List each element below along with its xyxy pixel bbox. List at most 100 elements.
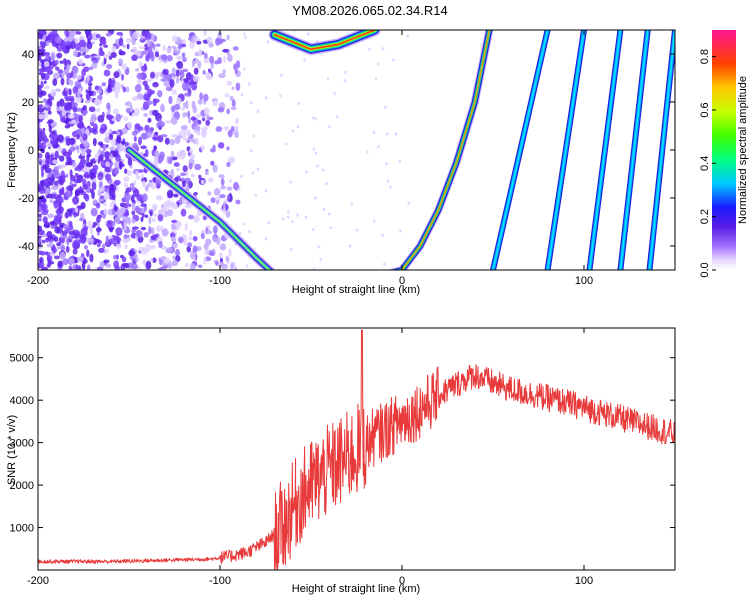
noise-blob [117,58,124,65]
noise-blob [87,220,93,230]
noise-dot [333,92,336,96]
noise-blob [147,117,152,123]
noise-blob [82,184,88,190]
noise-blob [148,216,152,225]
noise-blob [124,101,132,107]
noise-blob [202,93,209,102]
noise-blob [175,47,180,51]
noise-blob [156,195,163,201]
noise-blob [131,54,138,62]
spectrogram-y-tick-label: 20 [22,97,34,109]
noise-blob [85,89,89,94]
noise-blob [77,122,85,129]
noise-blob [152,136,159,141]
noise-blob [182,57,187,63]
noise-blob [59,178,64,186]
noise-blob [169,138,176,146]
noise-blob [80,46,84,55]
noise-blob [195,114,202,119]
noise-blob [218,73,226,79]
noise-blob [175,255,181,262]
noise-blob [219,38,227,43]
noise-blob [212,236,217,243]
noise-dot [238,231,242,235]
noise-blob [178,131,182,137]
noise-blob [41,239,46,244]
noise-blob [140,145,147,150]
noise-blob [115,113,122,123]
noise-blob [76,91,81,98]
noise-blob [217,142,225,149]
noise-blob [78,114,84,122]
noise-blob [70,71,74,78]
noise-dot [252,134,255,138]
noise-blob [145,260,152,270]
noise-blob [83,109,88,115]
noise-blob [134,123,141,130]
noise-blob [92,199,98,205]
noise-blob [207,116,214,121]
noise-blob [204,249,211,255]
noise-blob [83,225,89,232]
noise-blob [69,169,73,178]
noise-blob [88,82,93,87]
noise-blob [110,79,116,88]
noise-blob [186,245,192,253]
noise-blob [207,68,212,73]
noise-dot [321,168,325,172]
noise-blob [90,117,96,123]
noise-blob [121,63,127,71]
noise-blob [185,170,189,177]
noise-blob [181,149,186,158]
noise-blob [228,179,233,183]
noise-blob [171,89,177,95]
noise-blob [113,167,120,175]
noise-blob [94,153,99,162]
noise-blob [224,93,230,98]
noise-blob [178,237,184,244]
colorbar-tick-label: 0.0 [699,262,711,277]
noise-blob [144,214,149,218]
noise-blob [189,263,196,270]
noise-blob [62,58,67,66]
noise-blob [39,180,44,187]
noise-blob [40,203,48,211]
noise-blob [175,249,180,257]
noise-blob [222,207,226,215]
snr-ylabel: SNR (10 * v/v) [6,415,18,485]
noise-blob [86,264,91,270]
noise-blob [212,225,218,234]
noise-blob [82,140,89,148]
noise-blob [189,153,196,160]
noise-blob [185,137,189,142]
noise-blob [171,67,176,74]
noise-dot [327,212,331,216]
noise-blob [193,125,201,131]
noise-blob [119,213,123,219]
noise-blob [72,248,78,255]
noise-blob [56,52,63,59]
curved-band [399,30,491,270]
noise-blob [181,82,188,90]
noise-blob [168,156,173,165]
noise-dot [244,35,247,40]
noise-blob [109,227,114,233]
noise-blob [149,244,156,250]
noise-blob [141,50,148,55]
noise-blob [193,215,200,223]
spectrogram-y-tick-label: 40 [22,49,34,61]
noise-blob [191,60,195,68]
noise-blob [198,48,203,57]
noise-blob [199,92,203,101]
noise-blob [93,98,101,107]
noise-blob [106,102,111,110]
noise-blob [38,72,42,76]
noise-blob [74,189,81,197]
colorbar-tick-label: 0.4 [699,156,711,171]
noise-blob [170,200,175,208]
noise-blob [79,186,83,192]
noise-blob [62,234,68,239]
noise-blob [128,250,136,257]
noise-blob [164,120,172,124]
noise-dot [381,47,385,51]
